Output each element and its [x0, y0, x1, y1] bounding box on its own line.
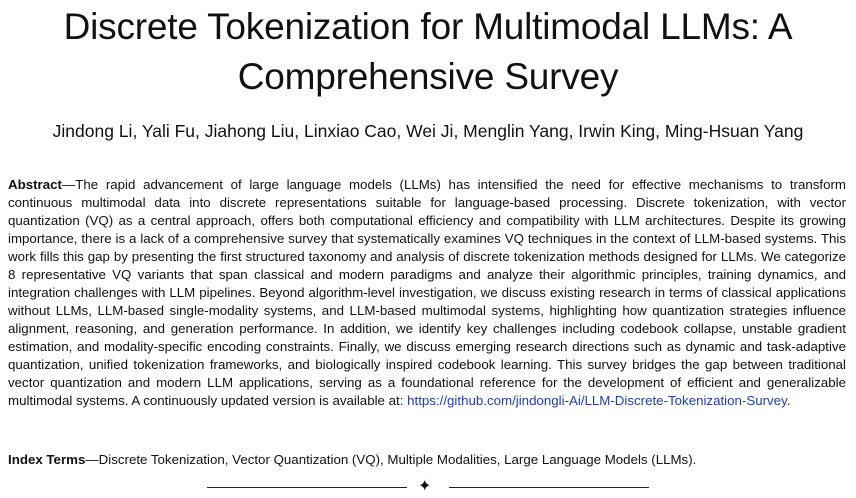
author-list: Jindong Li, Yali Fu, Jiahong Liu, Linxia…	[52, 121, 804, 141]
divider-star-icon: ✦	[418, 478, 432, 495]
abstract-label: Abstract	[8, 177, 62, 192]
repository-link[interactable]: https://github.com/jindongli-Ai/LLM-Disc…	[407, 393, 787, 408]
paper-title: Discrete Tokenization for Multimodal LLM…	[63, 6, 793, 97]
index-terms-label: Index Terms	[8, 452, 86, 467]
divider-line-left	[207, 487, 407, 488]
index-terms: Index Terms—Discrete Tokenization, Vecto…	[8, 451, 846, 469]
abstract-end: .	[786, 393, 791, 408]
abstract: Abstract—The rapid advancement of large …	[8, 176, 846, 410]
abstract-text: —The rapid advancement of large language…	[8, 177, 846, 408]
divider-line-right	[449, 487, 649, 488]
section-divider: ✦	[0, 478, 856, 496]
index-terms-text: —Discrete Tokenization, Vector Quantizat…	[85, 452, 697, 467]
